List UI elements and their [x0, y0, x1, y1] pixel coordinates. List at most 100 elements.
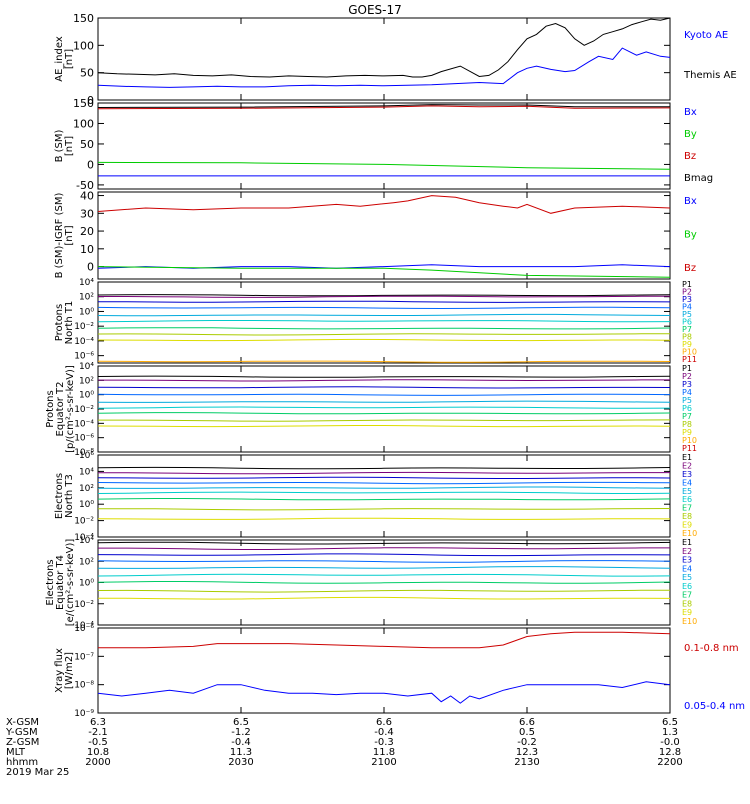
- y-axis-label: [p/(cm²-s-sr-keV)]: [65, 365, 76, 453]
- y-axis-label: Xray flux: [54, 648, 65, 693]
- y-axis-label: North T3: [64, 474, 75, 518]
- legend-label: E3: [682, 470, 692, 479]
- y-tick-label: 10⁴: [79, 362, 94, 372]
- legend-label: Bz: [684, 263, 696, 274]
- channel-line: [97, 300, 671, 303]
- legend-label: E7: [682, 504, 692, 513]
- ephemeris-value: -0.0: [660, 737, 680, 748]
- y-tick-label: 10: [80, 243, 94, 256]
- legend-label: E8: [682, 512, 692, 521]
- y-tick-label: 10²: [79, 484, 94, 494]
- series-line-by: [97, 161, 671, 170]
- ephemeris-value: 2200: [657, 757, 682, 768]
- channel-line: [97, 566, 671, 569]
- legend-label: E10: [682, 617, 697, 626]
- channel-line: [98, 471, 670, 475]
- y-tick-label: 10²: [79, 293, 94, 303]
- y-tick-label: 10⁻⁶: [74, 434, 94, 444]
- ephemeris-value: 11.3: [230, 747, 252, 758]
- panel-protons-t2: [97, 365, 671, 453]
- ephemeris-value: 6.6: [376, 717, 392, 728]
- legend-label: P3: [682, 380, 692, 389]
- legend-label: P9: [682, 428, 692, 437]
- y-axis-label: Protons: [54, 304, 65, 341]
- y-axis-label: Protons: [45, 390, 56, 427]
- channel-line: [97, 313, 671, 317]
- ephemeris-value: -0.5: [88, 737, 108, 748]
- channel-line: [98, 379, 670, 382]
- legend-label: P10: [682, 348, 697, 357]
- legend-label: P10: [682, 436, 697, 445]
- y-tick-label: 10⁻²: [74, 405, 94, 415]
- legend-label: P2: [682, 372, 692, 381]
- y-tick-label: 10⁻²: [74, 600, 94, 610]
- ephemeris-value: -0.4: [231, 737, 251, 748]
- ephemeris-label: X-GSM: [6, 717, 39, 728]
- ephemeris-value: 6.6: [519, 717, 535, 728]
- y-tick-label: 10⁻⁴: [74, 621, 94, 631]
- channel-line: [97, 327, 671, 330]
- channel-line: [97, 333, 671, 336]
- ephemeris-value: 1.3: [662, 727, 678, 738]
- y-tick-label: 10⁻⁷: [74, 652, 94, 662]
- y-tick-label: 10⁰: [79, 579, 94, 589]
- channel-line: [98, 295, 670, 298]
- legend-label: By: [684, 129, 697, 140]
- legend-label: 0.05-0.4 nm: [684, 701, 745, 712]
- channel-line: [97, 553, 671, 557]
- y-tick-label: 40: [80, 190, 94, 203]
- channel-line: [98, 419, 671, 422]
- y-tick-label: 10⁴: [79, 467, 94, 477]
- legend-label: E4: [682, 564, 692, 573]
- y-axis-label: [e/(cm²-s-sr-keV)]: [65, 539, 76, 627]
- y-axis-label: AE_index: [54, 36, 65, 82]
- legend-label: P5: [682, 310, 692, 319]
- legend-label: Bx: [684, 196, 697, 207]
- channel-line: [97, 476, 671, 479]
- legend-label: P5: [682, 396, 692, 405]
- channel-line: [97, 596, 671, 600]
- y-tick-label: 20: [80, 225, 94, 238]
- y-axis-label: [nT]: [64, 136, 75, 156]
- y-tick-label: 10⁴: [79, 278, 94, 288]
- y-tick-label: 10⁰: [79, 307, 94, 317]
- legend-label: P1: [682, 280, 692, 289]
- ephemeris-value: 6.3: [90, 717, 106, 728]
- y-axis-label: B (SM)-IGRF (SM): [54, 193, 65, 279]
- ephemeris-value: -1.2: [231, 727, 251, 738]
- legend-label: E5: [682, 573, 692, 582]
- y-tick-label: 10⁻⁸: [74, 448, 94, 458]
- panel-protons-t1: [97, 281, 671, 364]
- y-tick-label: 10⁰: [79, 500, 94, 510]
- series-line-kyoto-ae: [97, 47, 671, 88]
- plot-date: 2019 Mar 25: [6, 767, 69, 778]
- channel-line: [97, 581, 671, 584]
- ephemeris-label: Z-GSM: [6, 737, 39, 748]
- ephemeris-value: 2030: [228, 757, 253, 768]
- y-tick-label: 50: [80, 67, 94, 80]
- legend-label: Themis AE: [683, 70, 737, 81]
- panel-bsm: [97, 102, 671, 190]
- ephemeris-value: -2.1: [88, 727, 108, 738]
- channel-line: [98, 547, 670, 550]
- y-tick-label: 10⁻²: [74, 322, 94, 332]
- plot-title: GOES-17: [348, 3, 402, 17]
- y-tick-label: 10⁰: [79, 391, 94, 401]
- y-tick-label: 10⁶: [79, 451, 94, 461]
- legend-label: E9: [682, 521, 692, 530]
- ephemeris-value: 0.5: [519, 727, 535, 738]
- legend-label: E5: [682, 487, 692, 496]
- legend-label: Bmag: [684, 173, 713, 184]
- legend-label: P8: [682, 420, 692, 429]
- legend-label: P9: [682, 340, 692, 349]
- y-tick-label: 30: [80, 207, 94, 220]
- channel-line: [97, 508, 671, 511]
- series-line-bz: [97, 195, 671, 214]
- y-axis-label: [nT]: [64, 225, 75, 245]
- legend-label: E3: [682, 556, 692, 565]
- channel-line: [97, 294, 671, 297]
- panel-frame: [97, 627, 671, 714]
- ephemeris-label: hhmm: [6, 757, 38, 768]
- y-tick-label: 0: [87, 261, 94, 274]
